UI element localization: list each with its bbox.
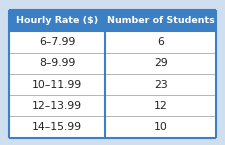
Text: 8–9.99: 8–9.99 <box>39 58 75 68</box>
Bar <box>9 10 105 31</box>
Bar <box>9 95 105 116</box>
Bar <box>105 10 216 31</box>
Text: 14–15.99: 14–15.99 <box>32 122 82 132</box>
Bar <box>105 53 216 74</box>
Bar <box>9 74 105 95</box>
Text: 10: 10 <box>154 122 168 132</box>
Bar <box>9 31 105 53</box>
Text: 6–7.99: 6–7.99 <box>39 37 75 47</box>
Bar <box>9 116 105 138</box>
Text: 10–11.99: 10–11.99 <box>32 80 82 90</box>
Text: 6: 6 <box>157 37 164 47</box>
Text: 23: 23 <box>154 80 167 90</box>
Text: 12: 12 <box>154 101 167 111</box>
Text: 29: 29 <box>154 58 167 68</box>
Bar <box>105 95 216 116</box>
Bar <box>105 74 216 95</box>
Text: 12–13.99: 12–13.99 <box>32 101 82 111</box>
Text: Hourly Rate ($): Hourly Rate ($) <box>16 16 98 25</box>
Bar <box>105 31 216 53</box>
Bar <box>105 116 216 138</box>
Text: Number of Students: Number of Students <box>107 16 214 25</box>
Bar <box>9 53 105 74</box>
